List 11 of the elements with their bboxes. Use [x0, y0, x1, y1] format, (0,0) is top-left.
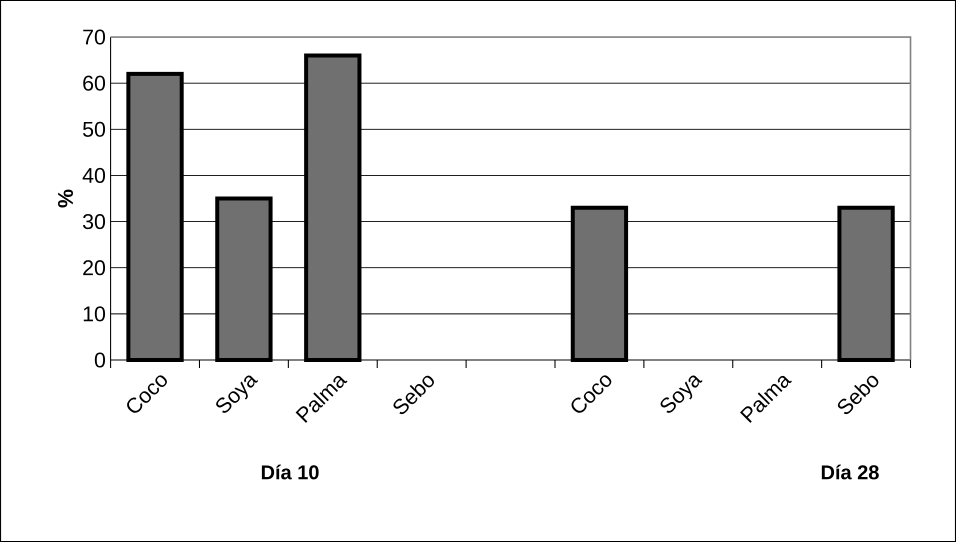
- y-tick-label: 10: [84, 306, 106, 322]
- y-tick-label: 30: [82, 214, 106, 230]
- y-tick-label: 0: [94, 352, 106, 368]
- y-axis-title: %: [58, 190, 73, 208]
- y-tick-label: 70: [83, 29, 106, 45]
- y-tick-label: 20: [83, 260, 106, 276]
- y-tick-label: 40: [82, 168, 106, 183]
- y-tick-label: 50: [83, 122, 106, 137]
- y-tick-label: 60: [83, 76, 106, 91]
- text: Día 28: [822, 464, 879, 480]
- text: Día 10: [262, 464, 319, 480]
